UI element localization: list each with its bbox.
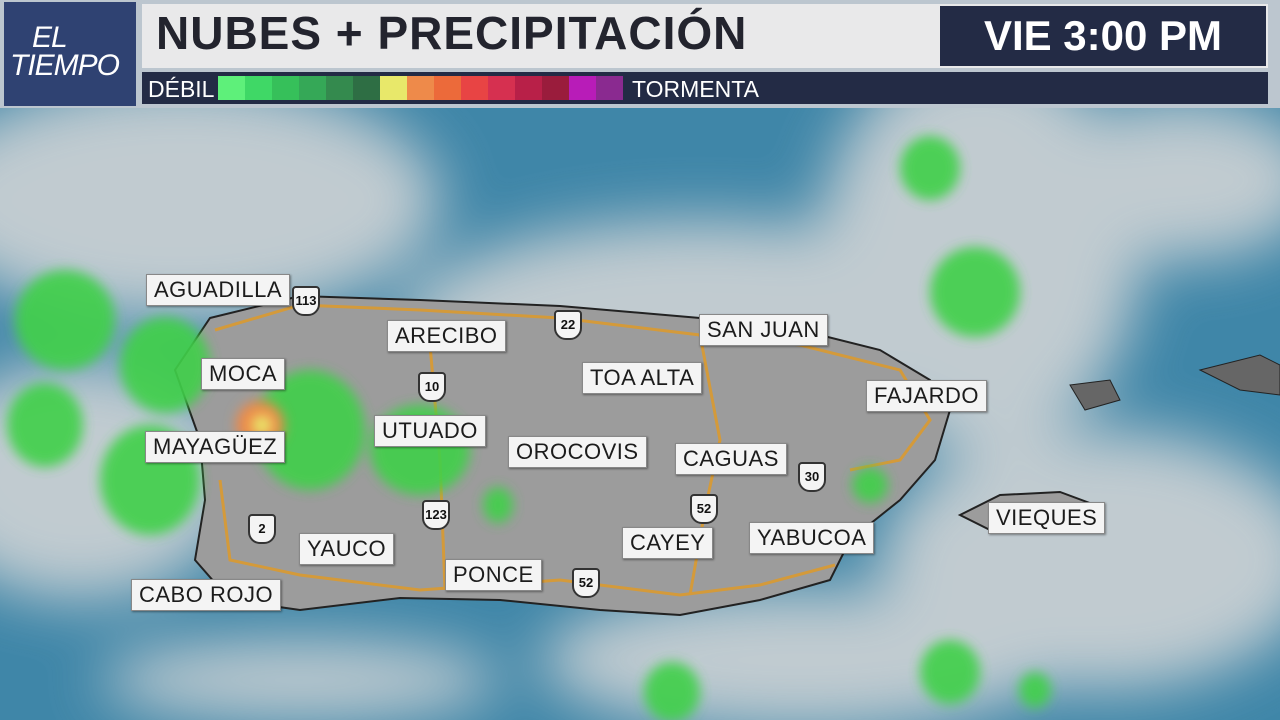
city-label: MAYAGÜEZ [145,431,286,463]
legend-swatch [461,76,488,100]
route-shield: 113 [292,286,320,316]
logo-line2: TIEMPO [10,49,120,82]
legend-swatch [407,76,434,100]
page-title: NUBES + PRECIPITACIÓN [156,7,748,59]
legend-weak-label: DÉBIL [148,76,215,102]
legend-swatch [218,76,245,100]
legend-swatch [380,76,407,100]
route-shield: 52 [690,494,718,524]
city-label: UTUADO [374,415,486,447]
header-bar: EL TIEMPO NUBES + PRECIPITACIÓN VIE 3:00… [0,0,1280,108]
forecast-time: VIE 3:00 PM [940,6,1266,66]
legend-swatch [515,76,542,100]
city-label: YABUCOA [749,522,875,554]
logo-line1: EL [32,21,68,54]
legend-swatch [542,76,569,100]
precipitation-legend: DÉBIL TORMENTA [142,72,1268,104]
city-label: SAN JUAN [699,314,828,346]
city-label: AGUADILLA [146,274,290,306]
city-label: ARECIBO [387,320,506,352]
city-label: CAGUAS [675,443,787,475]
legend-swatch [434,76,461,100]
legend-swatch [272,76,299,100]
legend-swatch [569,76,596,100]
city-label: PONCE [445,559,542,591]
city-label: YAUCO [299,533,395,565]
legend-swatch [353,76,380,100]
virgin-islands [1069,354,1280,411]
route-shield: 10 [418,372,446,402]
city-label: TOA ALTA [582,362,703,394]
route-shield: 30 [798,462,826,492]
route-shield: 2 [248,514,276,544]
city-label: VIEQUES [988,502,1106,534]
legend-swatch [299,76,326,100]
legend-swatch [596,76,623,100]
city-label: OROCOVIS [508,436,647,468]
legend-swatch [488,76,515,100]
city-label: CABO ROJO [131,579,282,611]
el-tiempo-logo: EL TIEMPO [4,2,136,106]
legend-swatch [326,76,353,100]
city-label: MOCA [201,358,285,390]
storm-core [252,415,272,435]
legend-storm-label: TORMENTA [632,76,759,102]
city-label: FAJARDO [866,380,987,412]
route-shield: 22 [554,310,582,340]
legend-swatch [245,76,272,100]
city-label: CAYEY [622,527,714,559]
route-shield: 52 [572,568,600,598]
legend-swatches [218,76,623,100]
route-shield: 123 [422,500,450,530]
